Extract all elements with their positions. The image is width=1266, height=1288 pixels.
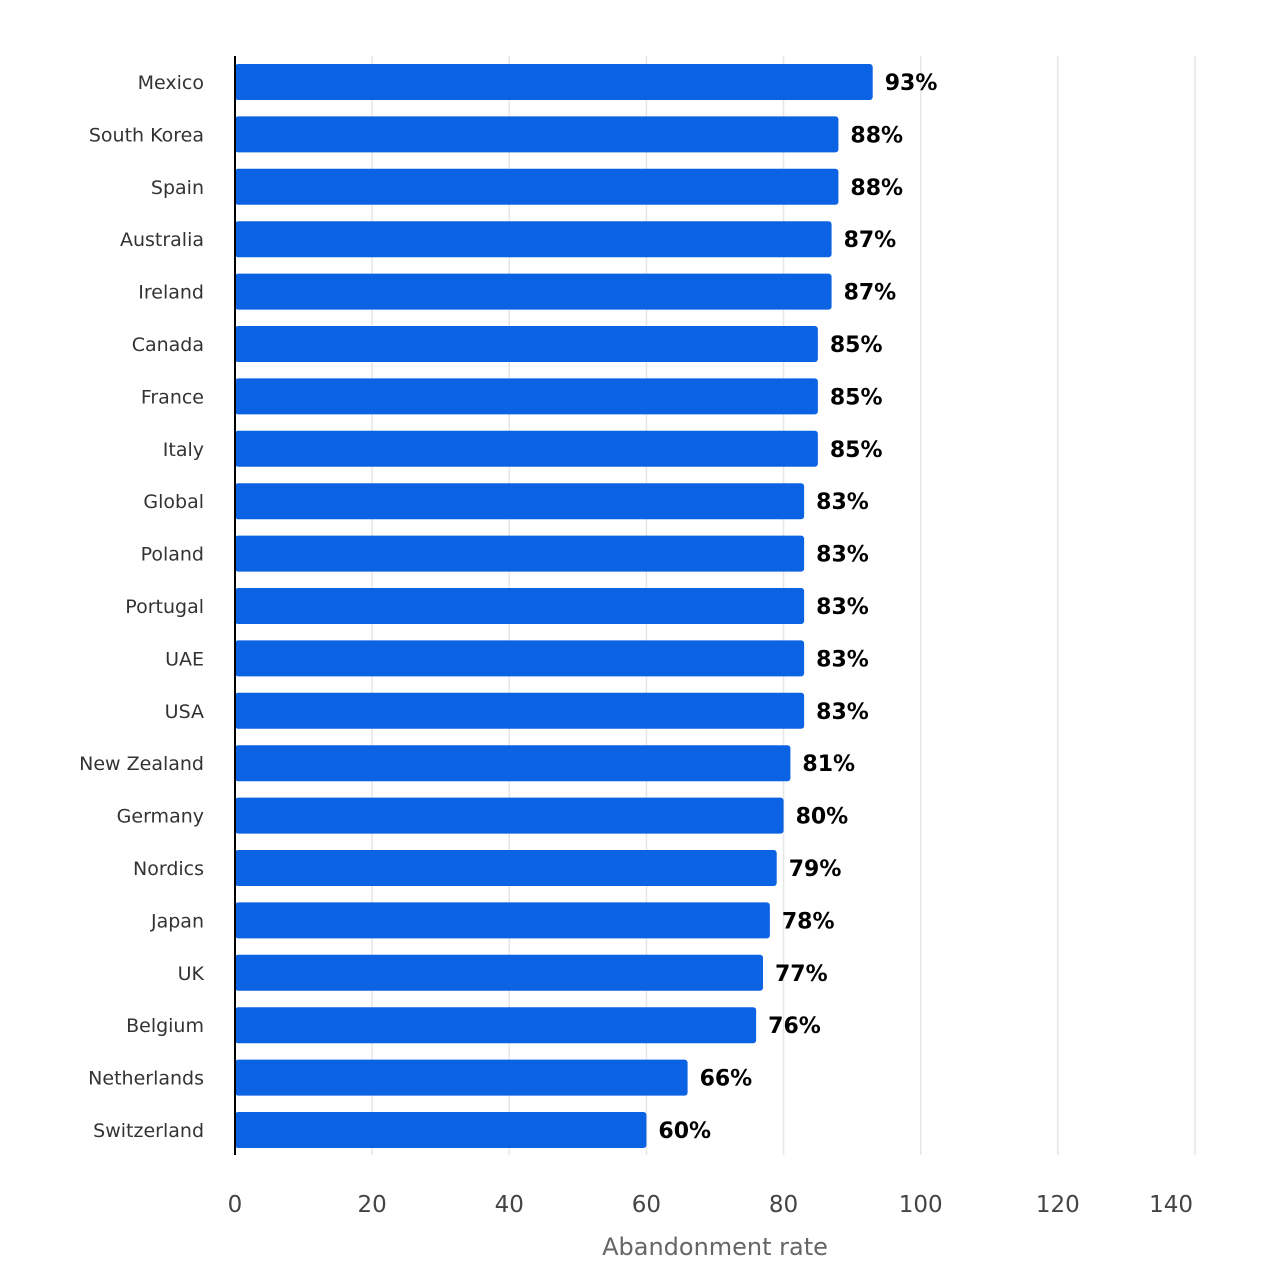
x-tick-label: 100: [899, 1192, 943, 1218]
data-label: 87%: [844, 281, 897, 306]
category-label: France: [141, 386, 204, 408]
category-label: South Korea: [89, 124, 204, 146]
data-label: 80%: [796, 805, 849, 830]
category-label: Portugal: [125, 596, 204, 618]
data-label: 88%: [850, 123, 903, 148]
category-label: UAE: [165, 648, 204, 670]
x-tick-label: 40: [495, 1192, 524, 1218]
data-labels: 93% 88% 88% 87% 87% 85% 85% 85% 83% 83% 83% 83% 83% 8…: [658, 71, 937, 1144]
bar[interactable]: [235, 430, 818, 467]
bar[interactable]: [235, 1007, 757, 1044]
data-label: 83%: [816, 647, 869, 672]
data-label: 83%: [816, 595, 869, 620]
data-label: 81%: [802, 752, 855, 777]
category-label: Spain: [151, 177, 204, 199]
bar[interactable]: [235, 797, 784, 834]
category-label: Belgium: [126, 1015, 204, 1037]
data-label: 87%: [844, 228, 897, 253]
category-label: Poland: [141, 544, 204, 566]
data-label: 79%: [789, 857, 842, 882]
bar[interactable]: [235, 535, 805, 572]
data-label: 77%: [775, 962, 828, 987]
bar[interactable]: [235, 326, 818, 362]
x-tick-label: 80: [769, 1192, 798, 1218]
data-label: 93%: [885, 71, 938, 96]
category-label: Japan: [150, 910, 204, 932]
category-label: UK: [178, 963, 205, 985]
bar[interactable]: [235, 483, 805, 520]
bar[interactable]: [235, 273, 832, 310]
bar[interactable]: [235, 692, 805, 729]
data-label: 85%: [830, 438, 883, 463]
data-label: 78%: [782, 909, 835, 934]
data-label: 83%: [816, 490, 869, 515]
bar[interactable]: [235, 745, 791, 782]
bar[interactable]: [235, 1059, 688, 1096]
x-tick-label: 20: [358, 1192, 387, 1218]
category-label: Nordics: [133, 858, 204, 880]
x-axis-tick-labels: 0 20 40 60 80 100 120 140: [228, 1192, 1193, 1218]
data-label: 83%: [816, 700, 869, 725]
data-label: 83%: [816, 543, 869, 568]
bar[interactable]: [235, 221, 832, 258]
bar[interactable]: [235, 640, 805, 677]
data-label: 85%: [830, 385, 883, 410]
bar[interactable]: [235, 168, 839, 205]
category-label: Canada: [132, 334, 204, 356]
bar[interactable]: [235, 588, 805, 624]
data-label: 76%: [768, 1014, 821, 1039]
bar[interactable]: [235, 378, 818, 415]
category-label: Australia: [120, 229, 204, 251]
category-label: Global: [143, 491, 204, 513]
x-tick-label: 60: [632, 1192, 661, 1218]
bar[interactable]: [235, 1112, 647, 1148]
category-label: Switzerland: [93, 1120, 204, 1142]
category-label: New Zealand: [79, 753, 204, 775]
data-label: 60%: [658, 1119, 711, 1144]
bar[interactable]: [235, 850, 777, 886]
x-tick-label: 0: [228, 1192, 243, 1218]
category-label: Mexico: [138, 72, 204, 94]
data-label: 88%: [850, 176, 903, 201]
bar[interactable]: [235, 64, 873, 100]
x-axis-title: Abandonment rate: [602, 1233, 828, 1261]
category-labels: Mexico South Korea Spain Australia Ireland Ca…: [79, 72, 204, 1142]
x-tick-label: 140: [1149, 1192, 1193, 1218]
bar[interactable]: [235, 902, 770, 939]
data-label: 66%: [700, 1067, 753, 1092]
bar[interactable]: [235, 116, 839, 153]
category-label: Netherlands: [88, 1068, 204, 1090]
x-tick-label: 120: [1036, 1192, 1080, 1218]
category-label: USA: [165, 701, 204, 723]
category-label: Ireland: [138, 282, 204, 304]
bar[interactable]: [235, 954, 763, 991]
category-label: Germany: [117, 806, 204, 828]
bars: [235, 64, 873, 1148]
data-label: 85%: [830, 333, 883, 358]
category-label: Italy: [163, 439, 204, 461]
